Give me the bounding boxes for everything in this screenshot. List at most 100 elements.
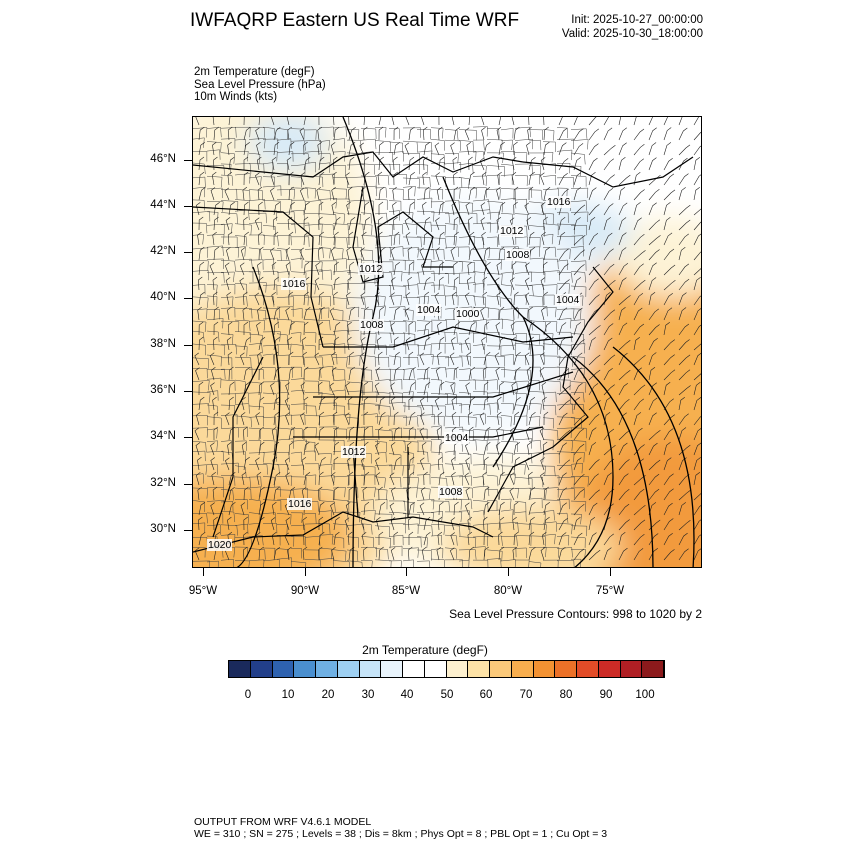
county-line bbox=[206, 330, 220, 342]
county-line bbox=[346, 381, 364, 394]
weather-map: 1016 1012 1008 1016 1012 1008 1004 1000 … bbox=[192, 116, 702, 568]
wind-barb bbox=[240, 352, 245, 366]
wind-barb bbox=[528, 486, 536, 501]
wind-barb bbox=[346, 202, 351, 216]
county-line bbox=[234, 138, 246, 150]
county-line bbox=[388, 271, 403, 282]
county-line bbox=[360, 138, 377, 150]
county-line bbox=[430, 237, 447, 249]
wind-barb bbox=[209, 352, 215, 366]
wind-barb bbox=[558, 502, 567, 516]
wind-barb bbox=[198, 516, 203, 531]
county-line bbox=[360, 163, 375, 175]
wind-barb bbox=[421, 441, 427, 456]
wind-barb bbox=[678, 247, 686, 261]
wind-barb bbox=[284, 457, 290, 471]
wind-barb bbox=[539, 367, 545, 381]
wind-barb bbox=[271, 156, 277, 171]
county-line bbox=[304, 559, 322, 567]
county-line bbox=[444, 246, 459, 257]
county-line bbox=[206, 284, 218, 295]
wind-barb bbox=[648, 459, 661, 471]
county-line bbox=[290, 332, 302, 343]
wind-barb bbox=[318, 396, 326, 411]
county-line bbox=[276, 404, 290, 416]
wind-barb bbox=[228, 396, 234, 411]
county-line bbox=[528, 497, 543, 509]
county-line bbox=[570, 487, 585, 498]
wind-barb bbox=[288, 486, 296, 501]
wind-barb bbox=[498, 381, 504, 396]
wind-barb bbox=[435, 247, 440, 261]
wind-barb bbox=[543, 141, 550, 156]
wind-barb bbox=[314, 442, 320, 456]
county-line bbox=[206, 223, 225, 235]
slp-label: 1004 bbox=[555, 294, 581, 306]
lat-tick bbox=[184, 484, 192, 485]
wind-barb bbox=[285, 412, 290, 426]
wind-barb bbox=[318, 336, 324, 351]
county-line bbox=[262, 499, 282, 511]
wind-barb bbox=[528, 502, 536, 516]
county-line bbox=[514, 213, 529, 225]
wind-barb bbox=[465, 382, 470, 396]
county-line bbox=[556, 223, 575, 235]
county-line bbox=[444, 559, 463, 567]
wind-barb bbox=[573, 474, 585, 486]
county-line bbox=[402, 379, 416, 390]
county-line bbox=[304, 356, 324, 367]
wind-barb bbox=[633, 293, 644, 306]
wind-barb bbox=[603, 158, 614, 171]
county-line bbox=[290, 153, 310, 164]
wind-barb bbox=[633, 505, 646, 516]
county-line bbox=[430, 367, 447, 378]
county-line bbox=[234, 258, 253, 270]
county-line bbox=[528, 237, 541, 248]
county-line bbox=[556, 259, 568, 271]
wind-barb bbox=[603, 428, 615, 441]
wind-barb bbox=[243, 366, 251, 381]
wind-barb bbox=[378, 351, 383, 366]
county-line bbox=[388, 440, 406, 451]
county-line bbox=[290, 236, 310, 247]
wind-barb bbox=[212, 276, 218, 291]
county-line bbox=[360, 369, 373, 381]
county-line bbox=[206, 272, 225, 283]
colorbar-tick: 90 bbox=[599, 689, 613, 701]
county-line bbox=[556, 512, 569, 524]
county-line bbox=[193, 487, 209, 499]
county-line bbox=[234, 465, 247, 478]
wind-barb bbox=[213, 291, 218, 306]
county-line bbox=[472, 187, 487, 198]
county-line bbox=[486, 379, 498, 390]
wind-barb bbox=[509, 472, 515, 486]
wind-barb bbox=[524, 277, 530, 291]
county-line bbox=[514, 308, 529, 319]
wind-barb bbox=[468, 171, 475, 186]
wind-barb bbox=[254, 217, 260, 231]
county-line bbox=[570, 549, 586, 560]
county-line bbox=[248, 271, 261, 282]
county-line bbox=[206, 464, 218, 475]
wind-barb bbox=[693, 352, 701, 366]
county-line bbox=[346, 523, 365, 535]
county-line bbox=[458, 498, 473, 510]
county-line bbox=[416, 560, 431, 567]
wind-barb bbox=[512, 516, 517, 531]
wind-barb bbox=[243, 291, 248, 306]
county-line bbox=[276, 464, 289, 475]
county-line bbox=[206, 211, 219, 223]
wind-barb bbox=[390, 442, 396, 456]
wind-barb bbox=[513, 397, 521, 411]
wind-barb bbox=[344, 517, 350, 531]
wind-barb bbox=[678, 219, 691, 231]
wind-barb bbox=[543, 501, 550, 516]
footer-line-1: OUTPUT FROM WRF V4.6.1 MODEL bbox=[194, 816, 372, 828]
county-line bbox=[276, 234, 292, 246]
wind-barb bbox=[438, 201, 445, 216]
county-line bbox=[570, 200, 587, 211]
wind-barb bbox=[648, 262, 657, 276]
wind-barb bbox=[558, 279, 570, 291]
county-line bbox=[276, 512, 292, 525]
wind-barb bbox=[423, 291, 430, 306]
